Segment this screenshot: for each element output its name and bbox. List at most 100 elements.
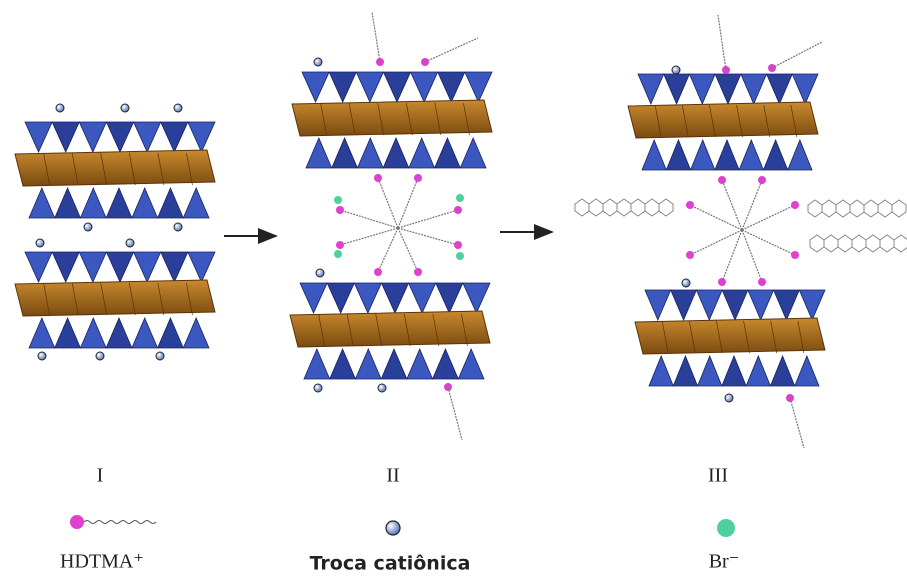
cation (377, 383, 387, 393)
octa-edge (157, 282, 165, 316)
octa-edge (128, 282, 136, 316)
octa-edge (688, 320, 696, 354)
octa-edge (770, 320, 778, 354)
tetrahedron (431, 347, 459, 380)
panel-label: I (97, 465, 104, 487)
tetrahedron (409, 71, 439, 103)
hdtma (336, 206, 344, 214)
tetrahedron (714, 73, 742, 106)
octa-edge (716, 320, 723, 354)
octahedral-sheet (14, 279, 216, 317)
tetrahedron (132, 121, 162, 153)
tetrahedron (791, 73, 819, 106)
tetrahedron (353, 282, 383, 314)
alkyl-chain (377, 227, 399, 273)
octa-edge (763, 104, 771, 138)
legend-icon (717, 519, 735, 537)
tetrahedron (299, 282, 328, 314)
tetrahedron (459, 136, 487, 169)
hdtma (454, 206, 462, 214)
dye-ring (658, 198, 674, 217)
alkyl-chain (741, 229, 796, 256)
tetrahedron (380, 347, 408, 380)
tetrahedron (78, 121, 108, 153)
dye-ring (879, 234, 895, 253)
legend-icon (385, 520, 401, 536)
alkyl-chain (741, 204, 796, 231)
tetrahedron (132, 251, 162, 283)
bromide (456, 194, 464, 202)
tetrahedron (28, 186, 56, 219)
hdtma (791, 201, 799, 209)
cation (724, 393, 734, 403)
dye-ring (823, 234, 839, 253)
cation (315, 268, 325, 278)
tetrahedron (435, 282, 464, 314)
tetrahedron (156, 186, 184, 219)
tetrahedron (721, 354, 747, 387)
tetrahedron (747, 289, 775, 322)
cation (37, 351, 47, 361)
tetrahedron (303, 347, 331, 380)
bromide (334, 196, 342, 204)
dye-ring (807, 199, 823, 218)
tetrahedron (772, 289, 800, 322)
tetrahedron (182, 186, 210, 219)
alkyl-chain (397, 227, 459, 246)
tetrahedron (457, 347, 485, 380)
cation (35, 238, 45, 248)
tetrahedron (740, 73, 768, 106)
tetrahedron (51, 251, 80, 283)
octa-edge (654, 104, 662, 138)
octa-edge (405, 102, 413, 136)
alkyl-chain (741, 229, 763, 283)
tetrahedron (326, 282, 355, 314)
tetrahedron (331, 136, 359, 169)
dye-ring (630, 198, 646, 217)
cation (671, 65, 681, 75)
octa-edge (463, 102, 470, 136)
octa-edge (128, 152, 136, 186)
tetrahedron (769, 354, 796, 387)
octa-edge (100, 282, 108, 316)
tetrahedron (665, 138, 692, 171)
alkyl-chain (689, 204, 743, 231)
cation (95, 351, 105, 361)
hdtma (686, 251, 694, 259)
tetrahedron (301, 71, 330, 103)
tetrahedron (641, 138, 667, 171)
dye-ring (849, 199, 865, 218)
octa-edge (403, 313, 411, 347)
alkyl-chain (339, 209, 399, 229)
cation (83, 222, 93, 232)
tetrahedron (798, 289, 826, 322)
cation (173, 222, 183, 232)
tetrahedron (131, 186, 159, 219)
hdtma (454, 241, 462, 249)
tetrahedron (54, 186, 82, 219)
hdtma (374, 268, 382, 276)
hdtma (374, 174, 382, 182)
dye-ring (863, 199, 879, 218)
alkyl-chain (339, 227, 399, 246)
dye-ring (574, 198, 590, 217)
panel-label: II (386, 465, 399, 487)
octa-edge (186, 282, 193, 316)
tetrahedron (762, 138, 789, 171)
alkyl-chain (721, 229, 743, 283)
dye-ring (851, 234, 867, 253)
alkyl-chain (424, 37, 479, 63)
tetrahedron (794, 354, 820, 387)
bromide (456, 252, 464, 260)
octa-edge (43, 152, 50, 186)
hdtma (791, 251, 799, 259)
dye-ring (616, 198, 632, 217)
cation (313, 57, 323, 67)
tetrahedron (648, 354, 674, 387)
tetrahedron (644, 289, 672, 322)
tetrahedron (721, 289, 749, 322)
hdtma (336, 241, 344, 249)
tetrahedron (407, 282, 437, 314)
tetrahedron (187, 251, 216, 283)
octa-edge (434, 102, 442, 136)
